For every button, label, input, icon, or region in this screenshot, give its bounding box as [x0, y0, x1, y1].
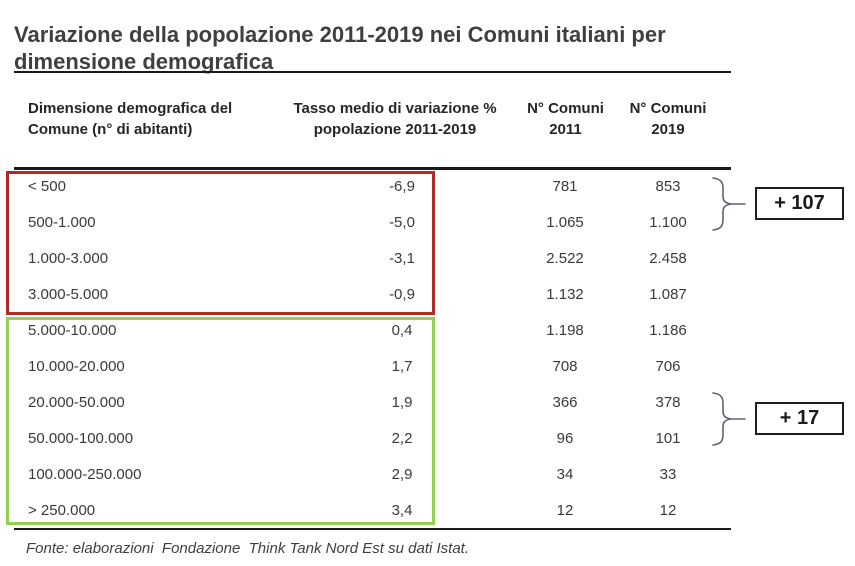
column-header-dimensione-line1: Dimensione demografica del — [28, 100, 233, 117]
column-header-comuni-2011: N° Comuni 2011 — [508, 98, 623, 140]
size-class-cell: 500-1.000 — [28, 214, 96, 231]
comuni-2011-cell: 34 — [556, 466, 574, 483]
comuni-2011-cell: 2.522 — [546, 250, 584, 267]
negative-variation-highlight-box — [6, 171, 435, 315]
comuni-2019-cell: 101 — [655, 430, 681, 447]
source-note: Fonte: elaborazioni Fondazione Think Tan… — [26, 540, 470, 557]
size-class-cell: 20.000-50.000 — [28, 394, 125, 411]
comuni-2011-cell: 96 — [556, 430, 574, 447]
comuni-2019-cell: 1.100 — [649, 214, 687, 231]
rate-cell: -5,0 — [389, 214, 415, 231]
comuni-2011-cell: 366 — [552, 394, 578, 411]
comuni-2019-cell: 378 — [655, 394, 681, 411]
comuni-2011-cell: 12 — [556, 502, 574, 519]
table-bottom-divider — [14, 528, 731, 530]
brace-icon — [712, 392, 746, 446]
comuni-2019-cell: 12 — [659, 502, 677, 519]
table-row: 50.000-100.000 2,2 96 101 — [0, 421, 855, 457]
column-header-comuni-2019-line2: 2019 — [651, 121, 685, 138]
size-class-cell: > 250.000 — [28, 502, 96, 519]
column-header-tasso-line1: Tasso medio di variazione % — [293, 100, 497, 117]
comuni-2011-cell: 1.132 — [546, 286, 584, 303]
header-divider — [14, 167, 731, 170]
size-class-cell: 1.000-3.000 — [28, 250, 109, 267]
size-class-cell: 100.000-250.000 — [28, 466, 142, 483]
comuni-2019-cell: 706 — [655, 358, 681, 375]
column-header-tasso-line2: popolazione 2011-2019 — [313, 121, 477, 138]
size-class-cell: 5.000-10.000 — [28, 322, 117, 339]
callout-plus-107: + 107 — [755, 187, 844, 220]
rate-cell: 3,4 — [391, 502, 413, 519]
table-body: < 500 -6,9 781 853 500-1.000 -5,0 1.065 … — [0, 169, 855, 529]
table-row: 100.000-250.000 2,9 34 33 — [0, 457, 855, 493]
brace-icon — [712, 177, 746, 231]
column-header-comuni-2019: N° Comuni 2019 — [610, 98, 726, 140]
figure-title-line1: Variazione della popolazione 2011-2019 n… — [14, 21, 666, 47]
figure-title-line2: dimensione demografica — [14, 48, 274, 74]
column-header-dimensione: Dimensione demografica del Comune (n° di… — [28, 98, 308, 140]
table-row: 3.000-5.000 -0,9 1.132 1.087 — [0, 277, 855, 313]
column-header-comuni-2019-line1: N° Comuni — [629, 100, 707, 117]
title-divider — [14, 71, 731, 73]
table-row: 1.000-3.000 -3,1 2.522 2.458 — [0, 241, 855, 277]
size-class-cell: < 500 — [28, 178, 66, 195]
comuni-2019-cell: 1.186 — [649, 322, 687, 339]
comuni-2011-cell: 708 — [552, 358, 578, 375]
rate-cell: 0,4 — [391, 322, 413, 339]
figure-title: Variazione della popolazione 2011-2019 n… — [14, 21, 774, 75]
table-row: 20.000-50.000 1,9 366 378 — [0, 385, 855, 421]
table-row: > 250.000 3,4 12 12 — [0, 493, 855, 529]
table-row: < 500 -6,9 781 853 — [0, 169, 855, 205]
table-row: 5.000-10.000 0,4 1.198 1.186 — [0, 313, 855, 349]
column-header-dimensione-line2: Comune (n° di abitanti) — [28, 121, 193, 138]
callout-plus-17: + 17 — [755, 402, 844, 435]
comuni-2011-cell: 781 — [552, 178, 578, 195]
rate-cell: -6,9 — [389, 178, 415, 195]
table-row: 500-1.000 -5,0 1.065 1.100 — [0, 205, 855, 241]
table-row: 10.000-20.000 1,7 708 706 — [0, 349, 855, 385]
column-header-comuni-2011-line2: 2011 — [549, 121, 582, 138]
size-class-cell: 3.000-5.000 — [28, 286, 109, 303]
rate-cell: 2,9 — [391, 466, 413, 483]
rate-cell: 1,9 — [391, 394, 413, 411]
comuni-2019-cell: 853 — [655, 178, 681, 195]
positive-variation-highlight-box — [6, 317, 435, 525]
comuni-2019-cell: 2.458 — [649, 250, 687, 267]
size-class-cell: 10.000-20.000 — [28, 358, 125, 375]
size-class-cell: 50.000-100.000 — [28, 430, 134, 447]
rate-cell: -0,9 — [389, 286, 415, 303]
column-header-tasso: Tasso medio di variazione % popolazione … — [285, 98, 505, 140]
comuni-2019-cell: 1.087 — [649, 286, 687, 303]
rate-cell: 2,2 — [391, 430, 413, 447]
comuni-2011-cell: 1.065 — [546, 214, 584, 231]
rate-cell: 1,7 — [391, 358, 413, 375]
comuni-2019-cell: 33 — [659, 466, 677, 483]
rate-cell: -3,1 — [389, 250, 415, 267]
comuni-2011-cell: 1.198 — [546, 322, 584, 339]
column-header-comuni-2011-line1: N° Comuni — [527, 100, 604, 117]
